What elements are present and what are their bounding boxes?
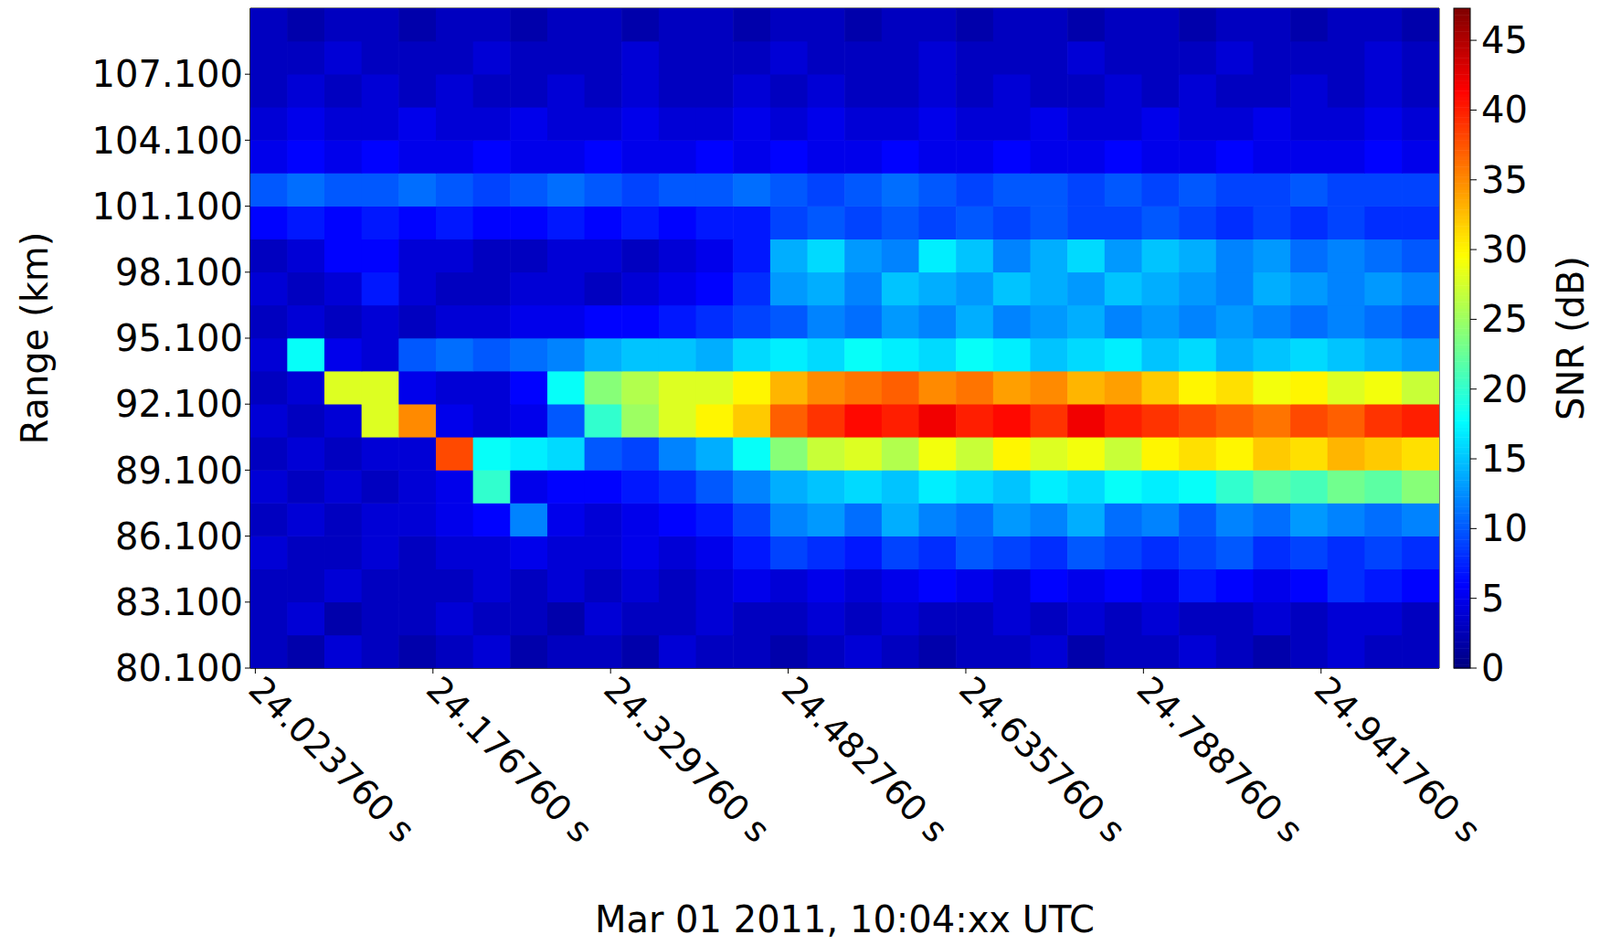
svg-text:86.100: 86.100 — [115, 515, 244, 558]
svg-text:95.100: 95.100 — [115, 317, 244, 360]
svg-text:83.100: 83.100 — [115, 581, 244, 624]
svg-text:98.100: 98.100 — [115, 251, 244, 294]
svg-text:45: 45 — [1481, 19, 1528, 62]
svg-text:10: 10 — [1481, 507, 1528, 550]
svg-text:Range (km): Range (km) — [13, 232, 56, 446]
svg-text:101.100: 101.100 — [92, 185, 244, 228]
svg-text:24.329760 s: 24.329760 s — [595, 668, 778, 851]
svg-text:24.788760 s: 24.788760 s — [1129, 668, 1312, 851]
svg-text:20: 20 — [1481, 368, 1528, 411]
svg-text:24.635760 s: 24.635760 s — [951, 668, 1134, 851]
svg-text:24.176760 s: 24.176760 s — [418, 668, 601, 851]
svg-text:35: 35 — [1481, 158, 1528, 202]
svg-text:92.100: 92.100 — [115, 382, 244, 425]
svg-text:30: 30 — [1481, 228, 1528, 271]
svg-text:104.100: 104.100 — [92, 119, 244, 162]
svg-text:24.023760 s: 24.023760 s — [241, 668, 424, 851]
svg-text:SNR (dB): SNR (dB) — [1549, 255, 1592, 421]
svg-text:25: 25 — [1481, 297, 1528, 340]
svg-text:107.100: 107.100 — [92, 52, 244, 96]
svg-text:89.100: 89.100 — [115, 449, 244, 492]
svg-text:0: 0 — [1481, 646, 1505, 689]
svg-text:40: 40 — [1481, 88, 1528, 131]
svg-text:Mar 01 2011, 10:04:xx UTC: Mar 01 2011, 10:04:xx UTC — [594, 898, 1095, 941]
svg-text:5: 5 — [1481, 577, 1505, 620]
svg-text:15: 15 — [1481, 437, 1528, 480]
svg-text:80.100: 80.100 — [115, 646, 244, 689]
svg-text:24.482760 s: 24.482760 s — [773, 668, 956, 851]
svg-text:24.941760 s: 24.941760 s — [1306, 668, 1489, 851]
